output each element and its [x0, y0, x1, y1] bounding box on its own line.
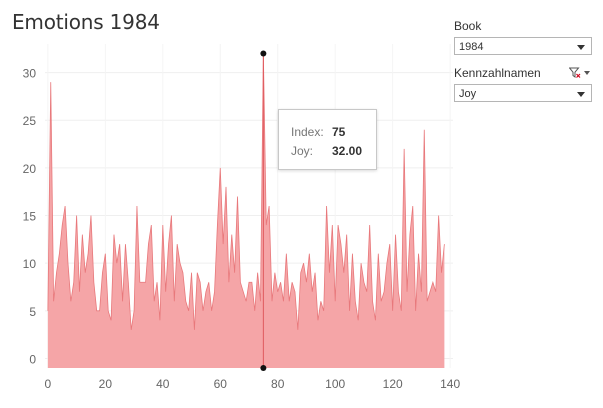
y-tick-label: 30 [23, 67, 37, 81]
filter-tools [569, 66, 590, 80]
page-title: Emotions 1984 [12, 10, 160, 34]
y-tick-label: 5 [29, 305, 36, 319]
measure-filter-label: Kennzahlnamen [454, 65, 592, 81]
x-tick-label: 0 [45, 377, 52, 391]
x-tick-label: 40 [156, 377, 170, 391]
x-tick-label: 20 [99, 377, 113, 391]
y-tick-label: 25 [23, 114, 37, 128]
y-tick-label: 0 [29, 352, 36, 366]
filter-menu-caret-icon[interactable] [584, 71, 590, 75]
x-tick-label: 60 [214, 377, 228, 391]
tooltip-joy-value: 32.00 [332, 144, 363, 158]
highlight-point[interactable] [260, 50, 267, 57]
joy-line [47, 53, 445, 330]
chevron-down-icon [577, 92, 585, 97]
book-filter: Book 1984 [454, 18, 592, 55]
tooltip-joy-row: Joy: 32.00 [291, 142, 376, 161]
tooltip: Index: 75 Joy: 32.00 [278, 109, 377, 170]
area-chart[interactable]: 0 5 10 15 20 25 30 0 20 40 60 80 100 120 140 [0, 0, 470, 408]
measure-select-value: Joy [459, 88, 477, 100]
y-tick-label: 10 [23, 257, 37, 271]
measure-filter-label-text: Kennzahlnamen [454, 66, 541, 80]
y-tick-label: 20 [23, 162, 37, 176]
measure-select[interactable]: Joy [454, 84, 592, 102]
x-tick-label: 120 [383, 377, 403, 391]
joy-area[interactable] [47, 53, 445, 368]
tooltip-index-label: Index: [291, 125, 324, 139]
x-tick-label: 100 [325, 377, 345, 391]
x-tick-label: 80 [271, 377, 285, 391]
y-tick-label: 15 [23, 210, 37, 224]
book-filter-label: Book [454, 19, 482, 33]
book-select[interactable]: 1984 [454, 37, 592, 55]
tooltip-joy-label: Joy: [291, 144, 314, 158]
clear-filter-icon[interactable] [569, 67, 581, 79]
book-select-value: 1984 [459, 41, 484, 53]
chevron-down-icon [577, 45, 585, 50]
measure-filter: Kennzahlnamen Joy [454, 65, 592, 102]
x-tick-label: 140 [440, 377, 460, 391]
tooltip-index-row: Index: 75 [291, 123, 376, 142]
highlight-base-point [260, 365, 267, 371]
tooltip-index-value: 75 [332, 125, 346, 139]
